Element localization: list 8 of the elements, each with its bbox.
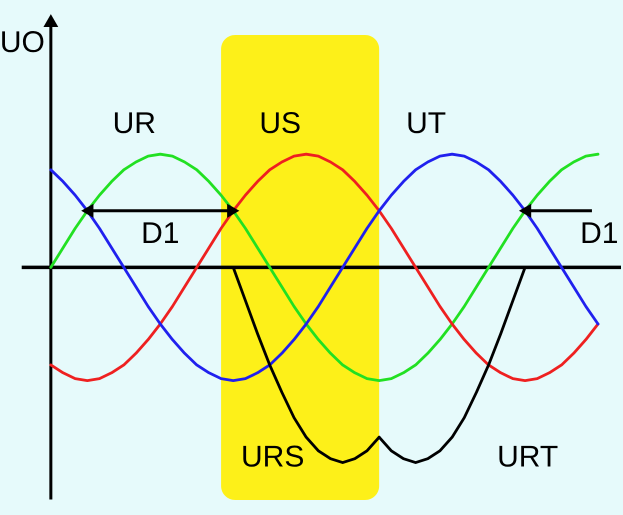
series-label: URS <box>241 440 304 474</box>
annotation: D1 <box>141 216 180 250</box>
series-label: US <box>259 107 302 140</box>
series-label: UT <box>406 107 446 140</box>
y-axis-title: UO <box>0 26 45 59</box>
series-label: URT <box>497 440 558 474</box>
series-label: UR <box>112 107 156 140</box>
annotation: D1 <box>580 216 618 250</box>
